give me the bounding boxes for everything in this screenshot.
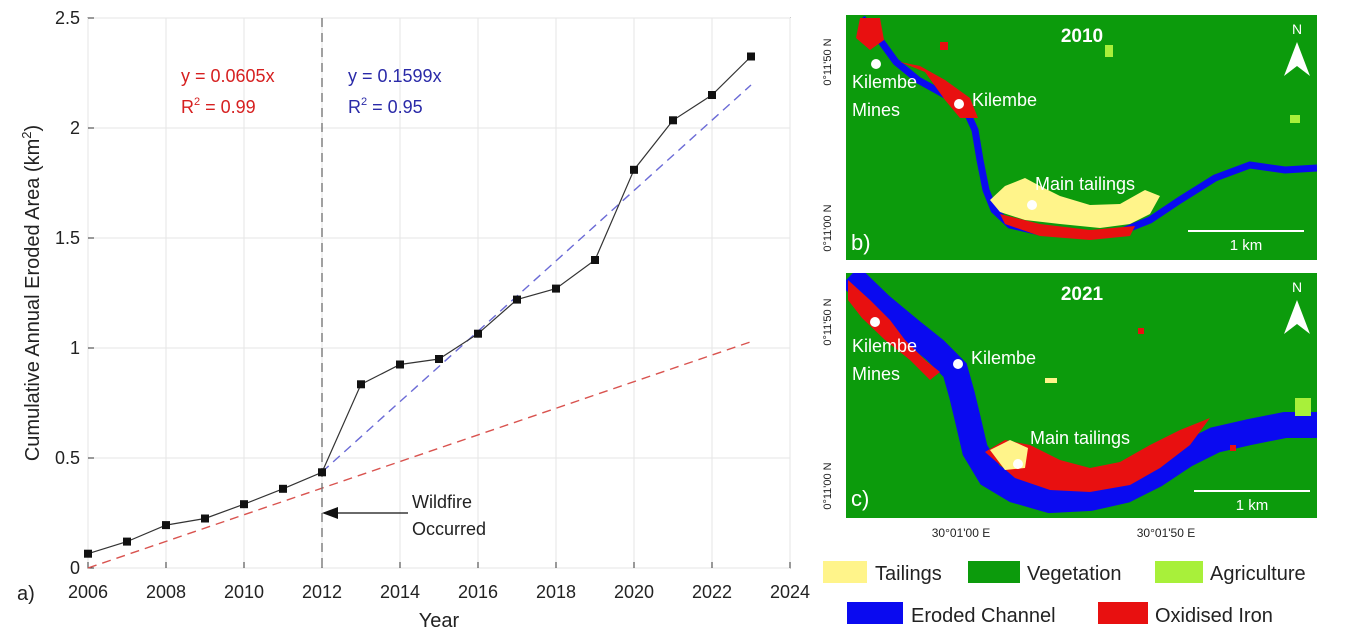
fit-line-1 — [87, 341, 752, 569]
data-point — [747, 52, 755, 61]
data-point — [357, 380, 365, 389]
map-2021-north: N — [1292, 279, 1302, 295]
data-point — [669, 116, 677, 125]
tick-label-x: 2018 — [536, 582, 576, 602]
place-kilembe-mines-line2: Mines — [852, 364, 900, 384]
place-kilembe-mines-line2: Mines — [852, 100, 900, 120]
map-2021-classes — [846, 273, 1317, 514]
tick-label-y: 0.5 — [55, 448, 80, 468]
north-arrow-icon — [1284, 300, 1310, 334]
tick-label-x: 2010 — [224, 582, 264, 602]
legend-swatch-vegetation — [968, 561, 1020, 583]
map-2010-lat-bottom: 0°11'00 N — [822, 204, 834, 251]
fit-lines — [87, 84, 752, 569]
arrowhead — [322, 507, 338, 519]
tick-label-y: 0 — [70, 558, 80, 578]
fit-line-2 — [321, 84, 752, 473]
map-2021-lon-right: 30°01'50 E — [1137, 526, 1195, 540]
data-point — [84, 549, 92, 558]
place-marker — [1027, 200, 1037, 210]
place-marker — [954, 99, 964, 109]
legend-label-agriculture: Agriculture — [1210, 563, 1306, 585]
map-2010-panel-label: b) — [851, 230, 871, 255]
panel-a-label: a) — [17, 583, 35, 605]
tick-label-x: 2012 — [302, 582, 342, 602]
legend-label-tailings: Tailings — [875, 563, 942, 585]
map-2021-lat-top: 0°11'50 N — [822, 298, 834, 345]
tick-label-x: 2020 — [614, 582, 654, 602]
place-marker — [953, 359, 963, 369]
map-2010-scale-label: 1 km — [1230, 237, 1263, 254]
data-point — [396, 360, 404, 369]
data-point — [240, 500, 248, 509]
tick-label-x: 2016 — [458, 582, 498, 602]
tick-label-y: 2.5 — [55, 8, 80, 28]
place-kilembe: Kilembe — [972, 90, 1037, 110]
y-axis-label: Cumulative Annual Eroded Area (km2) — [19, 125, 44, 461]
annotation-line2: Occurred — [412, 519, 486, 539]
data-point — [513, 295, 521, 304]
tick-label-x: 2006 — [68, 582, 108, 602]
fit1-r2: R2 = 0.99 — [181, 96, 256, 117]
map-2021-year: 2021 — [1061, 284, 1104, 305]
map-2010-lat-top: 0°11'50 N — [822, 38, 834, 85]
tick-label-x: 2024 — [770, 582, 810, 602]
data-point — [162, 521, 170, 530]
map-2021-lon-left: 30°01'00 E — [932, 526, 990, 540]
place-kilembe: Kilembe — [971, 348, 1036, 368]
tick-label-y: 2 — [70, 118, 80, 138]
map-2021-panel-label: c) — [851, 486, 869, 511]
tick-label-x: 2014 — [380, 582, 420, 602]
place-main-tailings: Main tailings — [1030, 428, 1130, 448]
axis-ticks: 2006 2008 2010 2012 2014 2016 2018 2020 2022 2024… — [55, 8, 810, 602]
x-axis-label: Year — [419, 610, 460, 632]
place-marker — [870, 317, 880, 327]
legend-swatch-eroded-channel — [847, 602, 903, 624]
fit2-equation: y = 0.1599x — [348, 66, 442, 86]
tick-label-x: 2022 — [692, 582, 732, 602]
data-point — [201, 514, 209, 523]
data-point — [123, 537, 131, 546]
legend-swatch-agriculture — [1155, 561, 1203, 583]
legend-label-vegetation: Vegetation — [1027, 563, 1122, 585]
north-arrow-icon — [1284, 42, 1310, 76]
annotation-line1: Wildfire — [412, 492, 472, 512]
data-point — [318, 468, 326, 477]
plot-area — [87, 17, 791, 569]
place-main-tailings: Main tailings — [1035, 174, 1135, 194]
fit1-equation: y = 0.0605x — [181, 66, 275, 86]
place-marker — [1013, 459, 1023, 469]
legend-label-eroded-channel: Eroded Channel — [911, 605, 1056, 627]
data-point — [708, 91, 716, 99]
series-markers — [84, 52, 755, 558]
fit2-r2: R2 = 0.95 — [348, 96, 423, 117]
map-2010-classes — [856, 15, 1317, 240]
place-kilembe-mines-line1: Kilembe — [852, 72, 917, 92]
tick-label-y: 1.5 — [55, 228, 80, 248]
gridlines — [87, 17, 791, 569]
data-point — [552, 284, 560, 293]
map-2010: 2010 N Kilembe Mines Kilembe Main tailin… — [822, 15, 1317, 260]
tick-label-y: 1 — [70, 338, 80, 358]
place-kilembe-mines-line1: Kilembe — [852, 336, 917, 356]
data-point — [435, 355, 443, 363]
data-point — [630, 165, 638, 174]
legend-swatch-oxidised-iron — [1098, 602, 1148, 624]
data-point — [279, 484, 287, 493]
series-line — [87, 56, 752, 555]
legend-swatch-tailings — [823, 561, 867, 583]
map-2010-north: N — [1292, 21, 1302, 37]
map-2021-scale-label: 1 km — [1236, 497, 1269, 514]
line-chart: 2006 2008 2010 2012 2014 2016 2018 2020 2022 2024… — [17, 8, 810, 632]
data-point — [474, 329, 482, 338]
legend-label-oxidised-iron: Oxidised Iron — [1155, 605, 1273, 627]
place-marker — [871, 59, 881, 69]
map-2021-lat-bottom: 0°11'00 N — [822, 462, 834, 509]
data-point — [591, 256, 599, 264]
tick-label-x: 2008 — [146, 582, 186, 602]
legend: Tailings Vegetation Agriculture Eroded C… — [823, 561, 1306, 627]
map-2010-year: 2010 — [1061, 26, 1103, 47]
map-2021: 2021 N Kilembe Mines Kilembe Main tailin… — [822, 273, 1317, 540]
